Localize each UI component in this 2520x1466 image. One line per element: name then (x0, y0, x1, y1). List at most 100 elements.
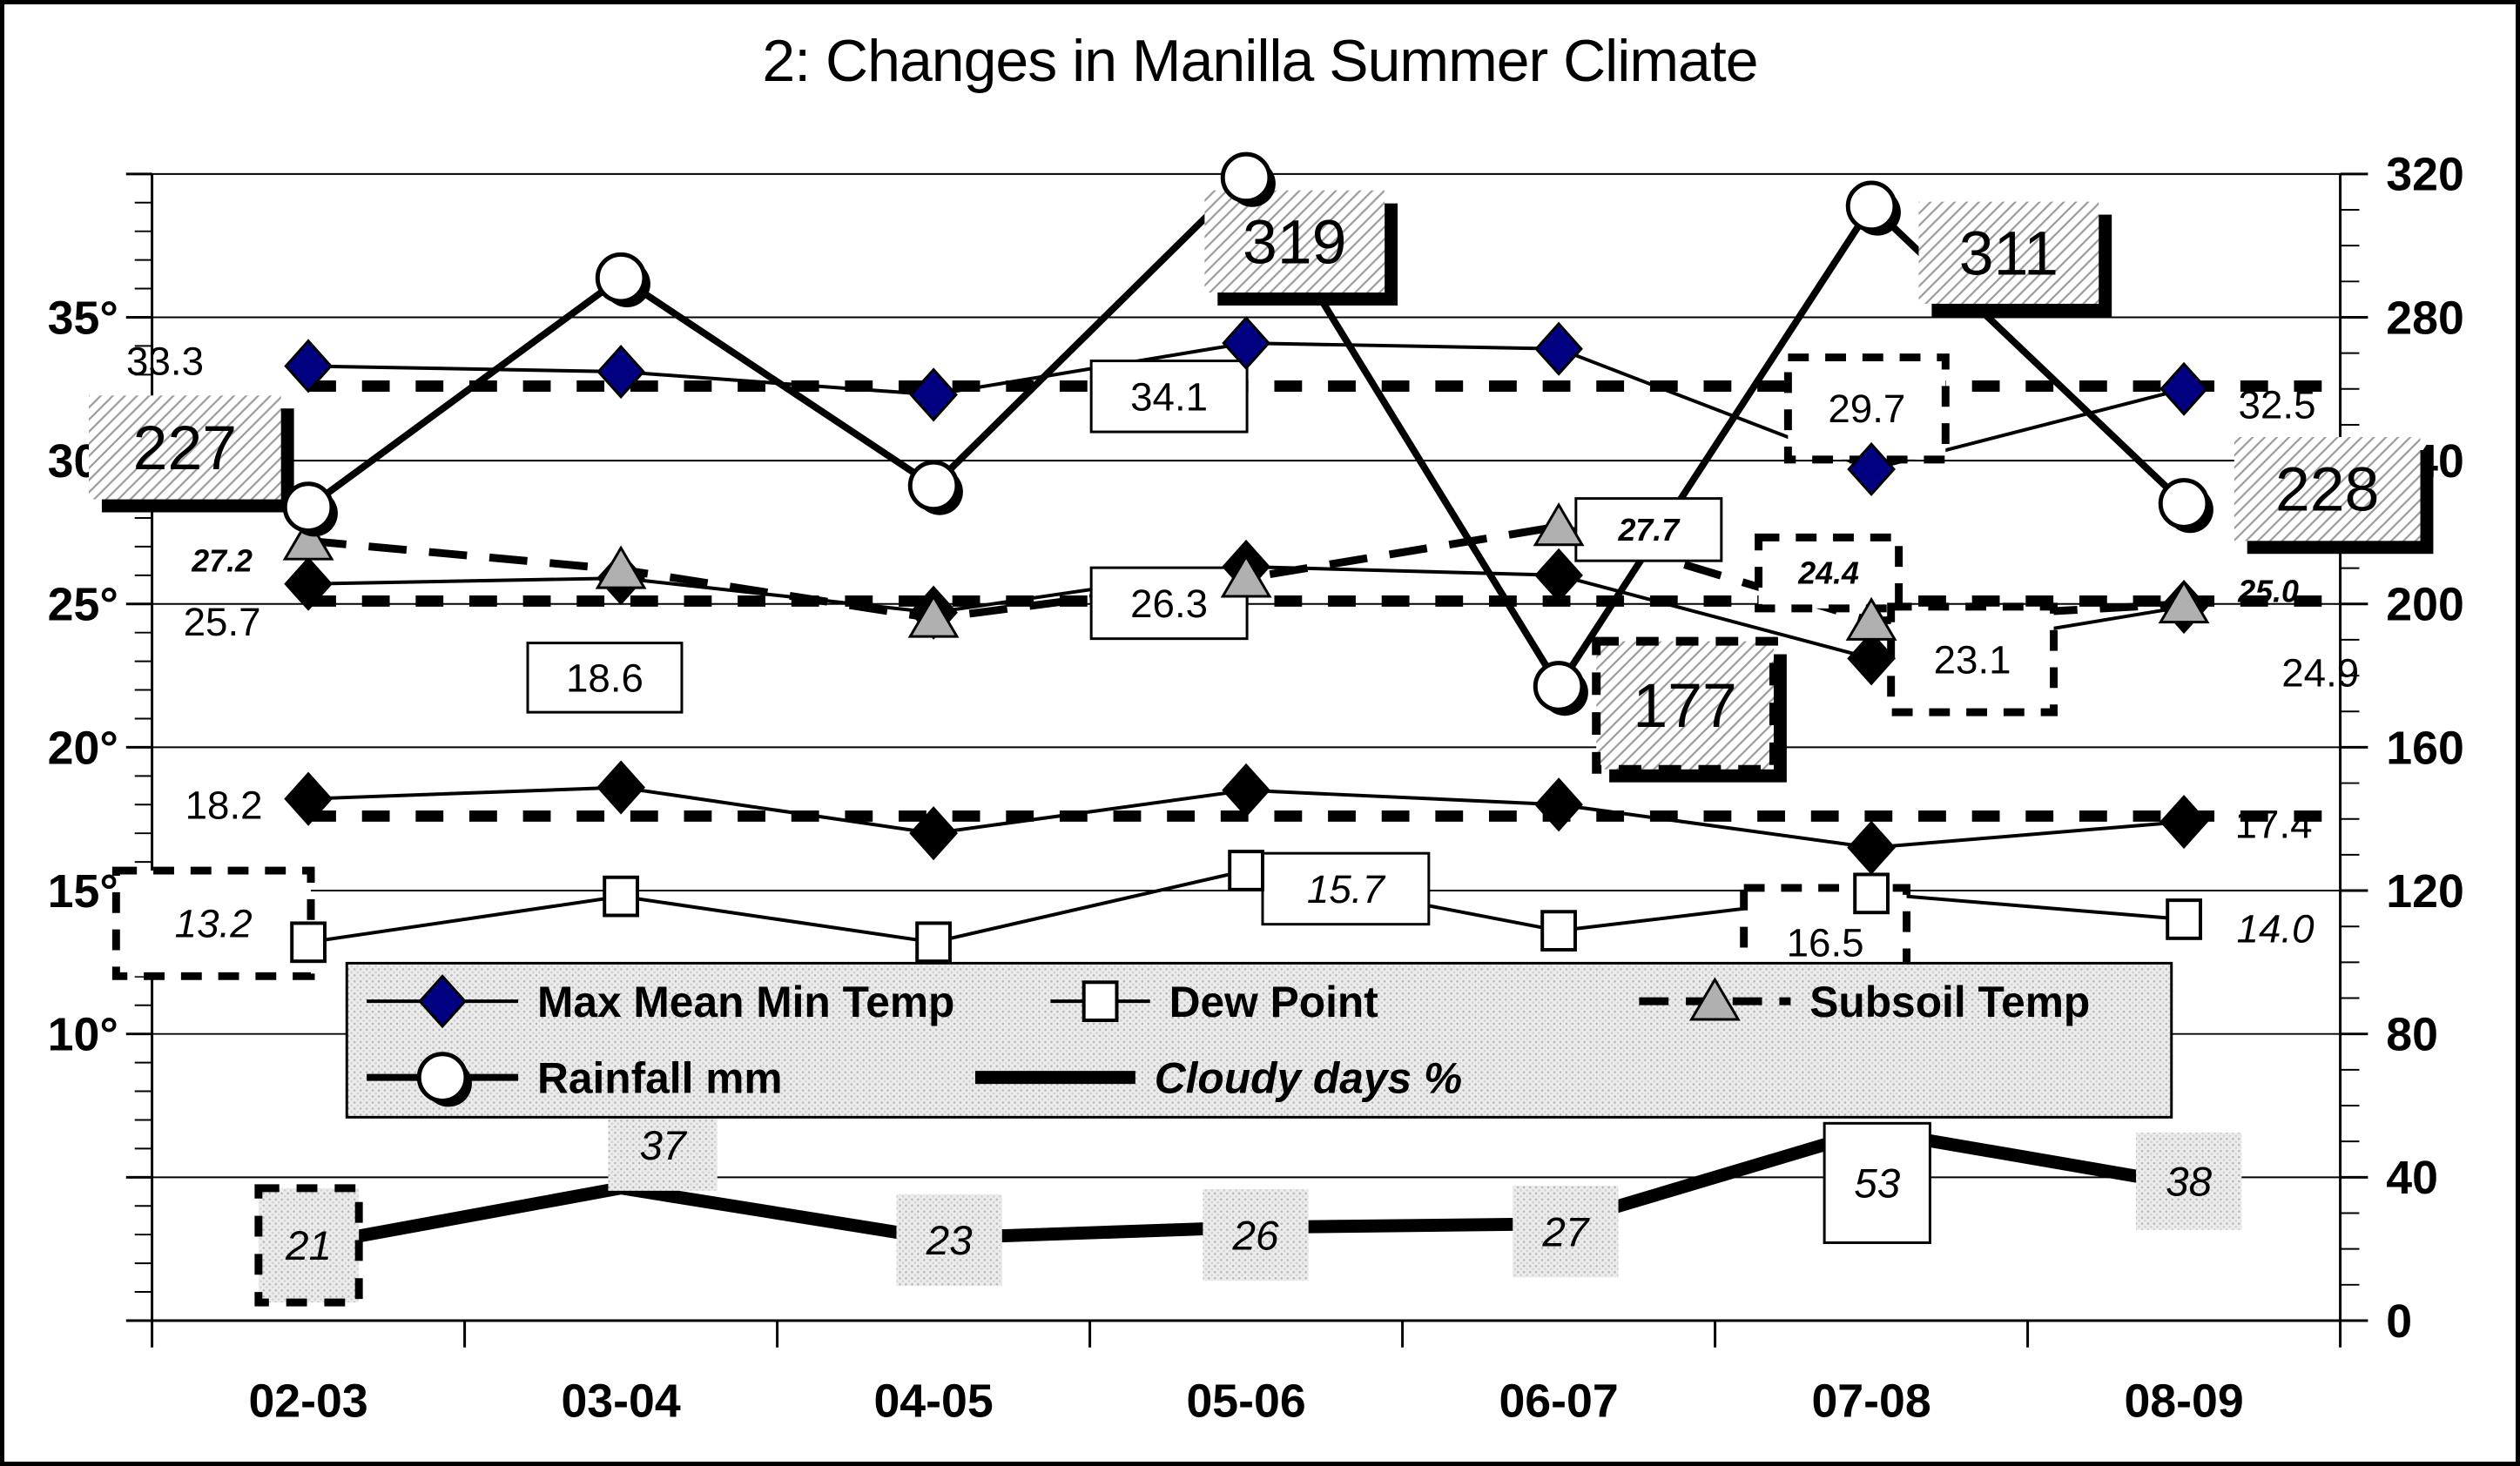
label-text: 33.3 (126, 340, 204, 384)
label-text: 53 (1854, 1161, 1901, 1207)
data-label-cloudy_days-26: 26 (1203, 1188, 1309, 1281)
min_temp-marker (596, 760, 645, 815)
label-text: 228 (2275, 455, 2379, 525)
right-axis-label: 0 (2386, 1295, 2412, 1348)
x-axis-label: 05-06 (1186, 1375, 1305, 1427)
rainfall-marker (595, 252, 647, 304)
dew_point-marker (1228, 850, 1264, 891)
data-label-min_temp-182: 18.2 (185, 783, 263, 828)
label-box (1574, 497, 1723, 562)
legend-marker-square-icon (1081, 980, 1119, 1023)
data-label-dew_point-132: 13.2 (111, 866, 315, 980)
data-label-subsoil_temp-277: 27.7 (1574, 497, 1723, 562)
label-text: 177 (1633, 671, 1736, 741)
label-text: 29.7 (1828, 387, 1905, 431)
min_temp-marker (2160, 794, 2208, 850)
dew_point-marker (1540, 910, 1577, 952)
label-box (1592, 636, 1778, 774)
x-axis-label: 08-09 (2124, 1375, 2243, 1427)
label-text: 38 (2166, 1160, 2213, 1206)
label-text: 13.2 (175, 902, 253, 946)
label-text: 26.3 (1130, 582, 1208, 626)
min_temp-marker (909, 806, 958, 861)
subsoil_temp-marker (1845, 596, 1897, 641)
rainfall-marker (2158, 478, 2210, 529)
subsoil_temp-marker (2158, 579, 2210, 624)
data-label-cloudy_days-38: 38 (2135, 1133, 2242, 1230)
label-text: 14.0 (2237, 907, 2315, 952)
label-text: 24.9 (2281, 650, 2359, 695)
legend-label: Cloudy days % (1155, 1054, 1462, 1103)
right-axis-label: 200 (2386, 579, 2464, 631)
label-text: 37 (640, 1123, 688, 1169)
label-text: 227 (133, 414, 237, 483)
axis-labels: 35°30°25°20°15°10°3202802402001601208040… (48, 149, 2464, 1348)
data-label-subsoil_temp-244: 24.4 (1755, 533, 1903, 613)
legend-item-subsoil_temp: Subsoil Temp (1639, 977, 2090, 1026)
max_temp-marker (596, 344, 645, 400)
data-label-min_temp-174: 17.4 (2235, 802, 2313, 846)
min_temp-marker (1534, 777, 1583, 832)
data-label-subsoil_temp-272: 27.2 (191, 544, 253, 579)
data-label-cloudy_days-27: 27 (1513, 1185, 1619, 1278)
label-box (89, 395, 281, 500)
label-box (1261, 851, 1431, 926)
legend: Max Mean Min Temp Dew Point Subsoil Temp Ra… (345, 961, 2173, 1119)
max_temp-marker (284, 339, 333, 393)
max_temp-marker (2160, 361, 2208, 416)
label-text: 23.1 (1934, 638, 2011, 683)
label-text: 24.4 (1797, 556, 1859, 591)
label-text: 21 (285, 1223, 332, 1269)
right-axis-label: 80 (2386, 1009, 2438, 1061)
label-box (1887, 602, 2058, 716)
data-label-rainfall-228: 228 (2234, 437, 2434, 555)
label-box (526, 642, 684, 714)
min_temp-marker (1847, 820, 1896, 875)
mean_temp-marker (1847, 631, 1896, 686)
data-label-rainfall-227: 227 (89, 395, 294, 513)
max_temp-marker (1847, 441, 1896, 497)
max_temp-marker (1222, 316, 1270, 371)
legend-item-rainfall: Rainfall mm (367, 1052, 783, 1107)
rainfall-marker (1533, 661, 1585, 712)
legend-item-cloudy_days: Cloudy days % (974, 1054, 1462, 1103)
label-text: 25.0 (2237, 574, 2299, 609)
legend-marker-triangle-icon (1688, 977, 1741, 1021)
label-text: 319 (1243, 207, 1346, 277)
legend-label: Rainfall mm (537, 1054, 783, 1103)
max_temp-marker (1534, 321, 1583, 376)
markers-min_temp (284, 760, 2208, 875)
markers-rainfall (282, 151, 2213, 716)
left-axis-label: 10° (48, 1009, 118, 1061)
min_temp-marker (1222, 763, 1270, 817)
min_temp-marker (284, 771, 333, 826)
legend-marker-circle-icon (416, 1052, 468, 1103)
data-label-cloudy_days-53: 53 (1823, 1121, 1931, 1244)
x-axis-label: 04-05 (873, 1375, 993, 1427)
data-label-mean_temp-263: 26.3 (1089, 566, 1249, 641)
subsoil_temp-marker (282, 516, 334, 561)
max_temp-marker (909, 367, 958, 422)
data-label-mean_temp-231: 23.1 (1887, 602, 2058, 716)
subsoil_temp-marker (595, 545, 647, 589)
label-text: 34.1 (1130, 374, 1208, 419)
chart-title: 2: Changes in Manilla Summer Climate (762, 28, 1758, 94)
x-axis-label: 02-03 (248, 1375, 367, 1427)
label-box (2135, 1133, 2242, 1230)
data-label-rainfall-319: 319 (1204, 190, 1398, 306)
right-axis-label: 280 (2386, 292, 2464, 344)
data-label-max_temp-297: 29.7 (1783, 353, 1950, 464)
label-box (1755, 533, 1903, 613)
rainfall-marker (1845, 180, 1897, 232)
data-label-max_temp-325: 32.5 (2239, 382, 2316, 427)
subsoil_temp-marker (1220, 554, 1272, 598)
x-axis-label: 03-04 (561, 1375, 680, 1427)
mean_temp-marker (1534, 548, 1583, 602)
data-label-cloudy_days-21: 21 (254, 1184, 363, 1307)
label-box (1823, 1121, 1931, 1244)
label-text: 17.4 (2235, 802, 2313, 846)
legend-label: Dew Point (1169, 978, 1378, 1026)
dew_point-marker (290, 921, 327, 964)
dew_point-marker (603, 875, 639, 918)
